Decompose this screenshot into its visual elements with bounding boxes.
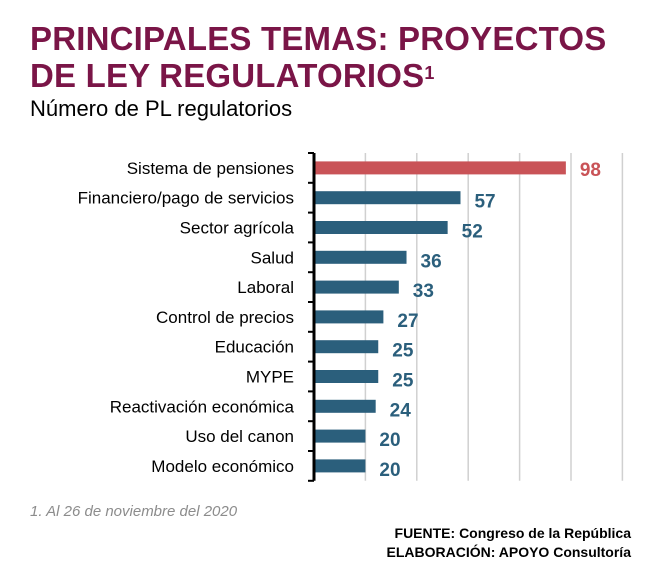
data-label: 36 — [421, 251, 442, 272]
title-line-1: PRINCIPALES TEMAS: PROYECTOS — [30, 20, 607, 57]
category-label: Salud — [251, 248, 294, 267]
title-line-2-text: DE LEY REGULATORIOS — [30, 57, 425, 94]
category-label: Laboral — [237, 278, 294, 297]
data-label: 24 — [390, 400, 412, 421]
data-label: 52 — [462, 222, 483, 243]
data-label: 20 — [379, 430, 400, 451]
chart-title: PRINCIPALES TEMAS: PROYECTOS DE LEY REGU… — [30, 20, 640, 94]
bar — [314, 310, 384, 324]
bar — [314, 250, 407, 264]
category-label: Modelo económico — [151, 457, 294, 476]
category-label: Sistema de pensiones — [127, 159, 294, 178]
chart-subtitle: Número de PL regulatorios — [30, 96, 293, 121]
source-line: FUENTE: Congreso de la República — [394, 525, 631, 541]
category-label: Sector agrícola — [180, 219, 295, 238]
bar — [314, 161, 566, 175]
title-footnote-marker: 1 — [424, 63, 435, 83]
bar — [314, 191, 461, 205]
category-label: Financiero/pago de servicios — [78, 189, 294, 208]
title-line-2: DE LEY REGULATORIOS1 — [30, 57, 640, 94]
source-block: FUENTE: Congreso de la República ELABORA… — [387, 524, 632, 562]
data-label: 33 — [413, 281, 434, 302]
bar — [314, 340, 379, 354]
data-label: 57 — [474, 192, 495, 213]
bar — [314, 399, 376, 413]
credit-line: ELABORACIÓN: APOYO Consultoría — [386, 544, 632, 560]
category-label: Educación — [215, 338, 294, 357]
category-label: Uso del canon — [185, 427, 294, 446]
bar — [314, 221, 448, 234]
category-label: Control de precios — [156, 308, 294, 327]
category-label: MYPE — [246, 368, 294, 387]
data-label: 25 — [392, 341, 414, 362]
data-label: 25 — [392, 371, 414, 392]
bar — [314, 429, 366, 443]
data-label: 20 — [379, 460, 400, 481]
category-label: Reactivación económica — [110, 397, 295, 416]
bar — [314, 459, 366, 473]
data-label: 27 — [397, 311, 418, 332]
bar — [314, 280, 399, 294]
data-label: 98 — [580, 160, 601, 181]
bar — [314, 370, 379, 383]
footnote: 1. Al 26 de noviembre del 2020 — [30, 503, 238, 520]
bar-chart: Sistema de pensiones 98 Financiero/pago de… — [78, 152, 624, 482]
